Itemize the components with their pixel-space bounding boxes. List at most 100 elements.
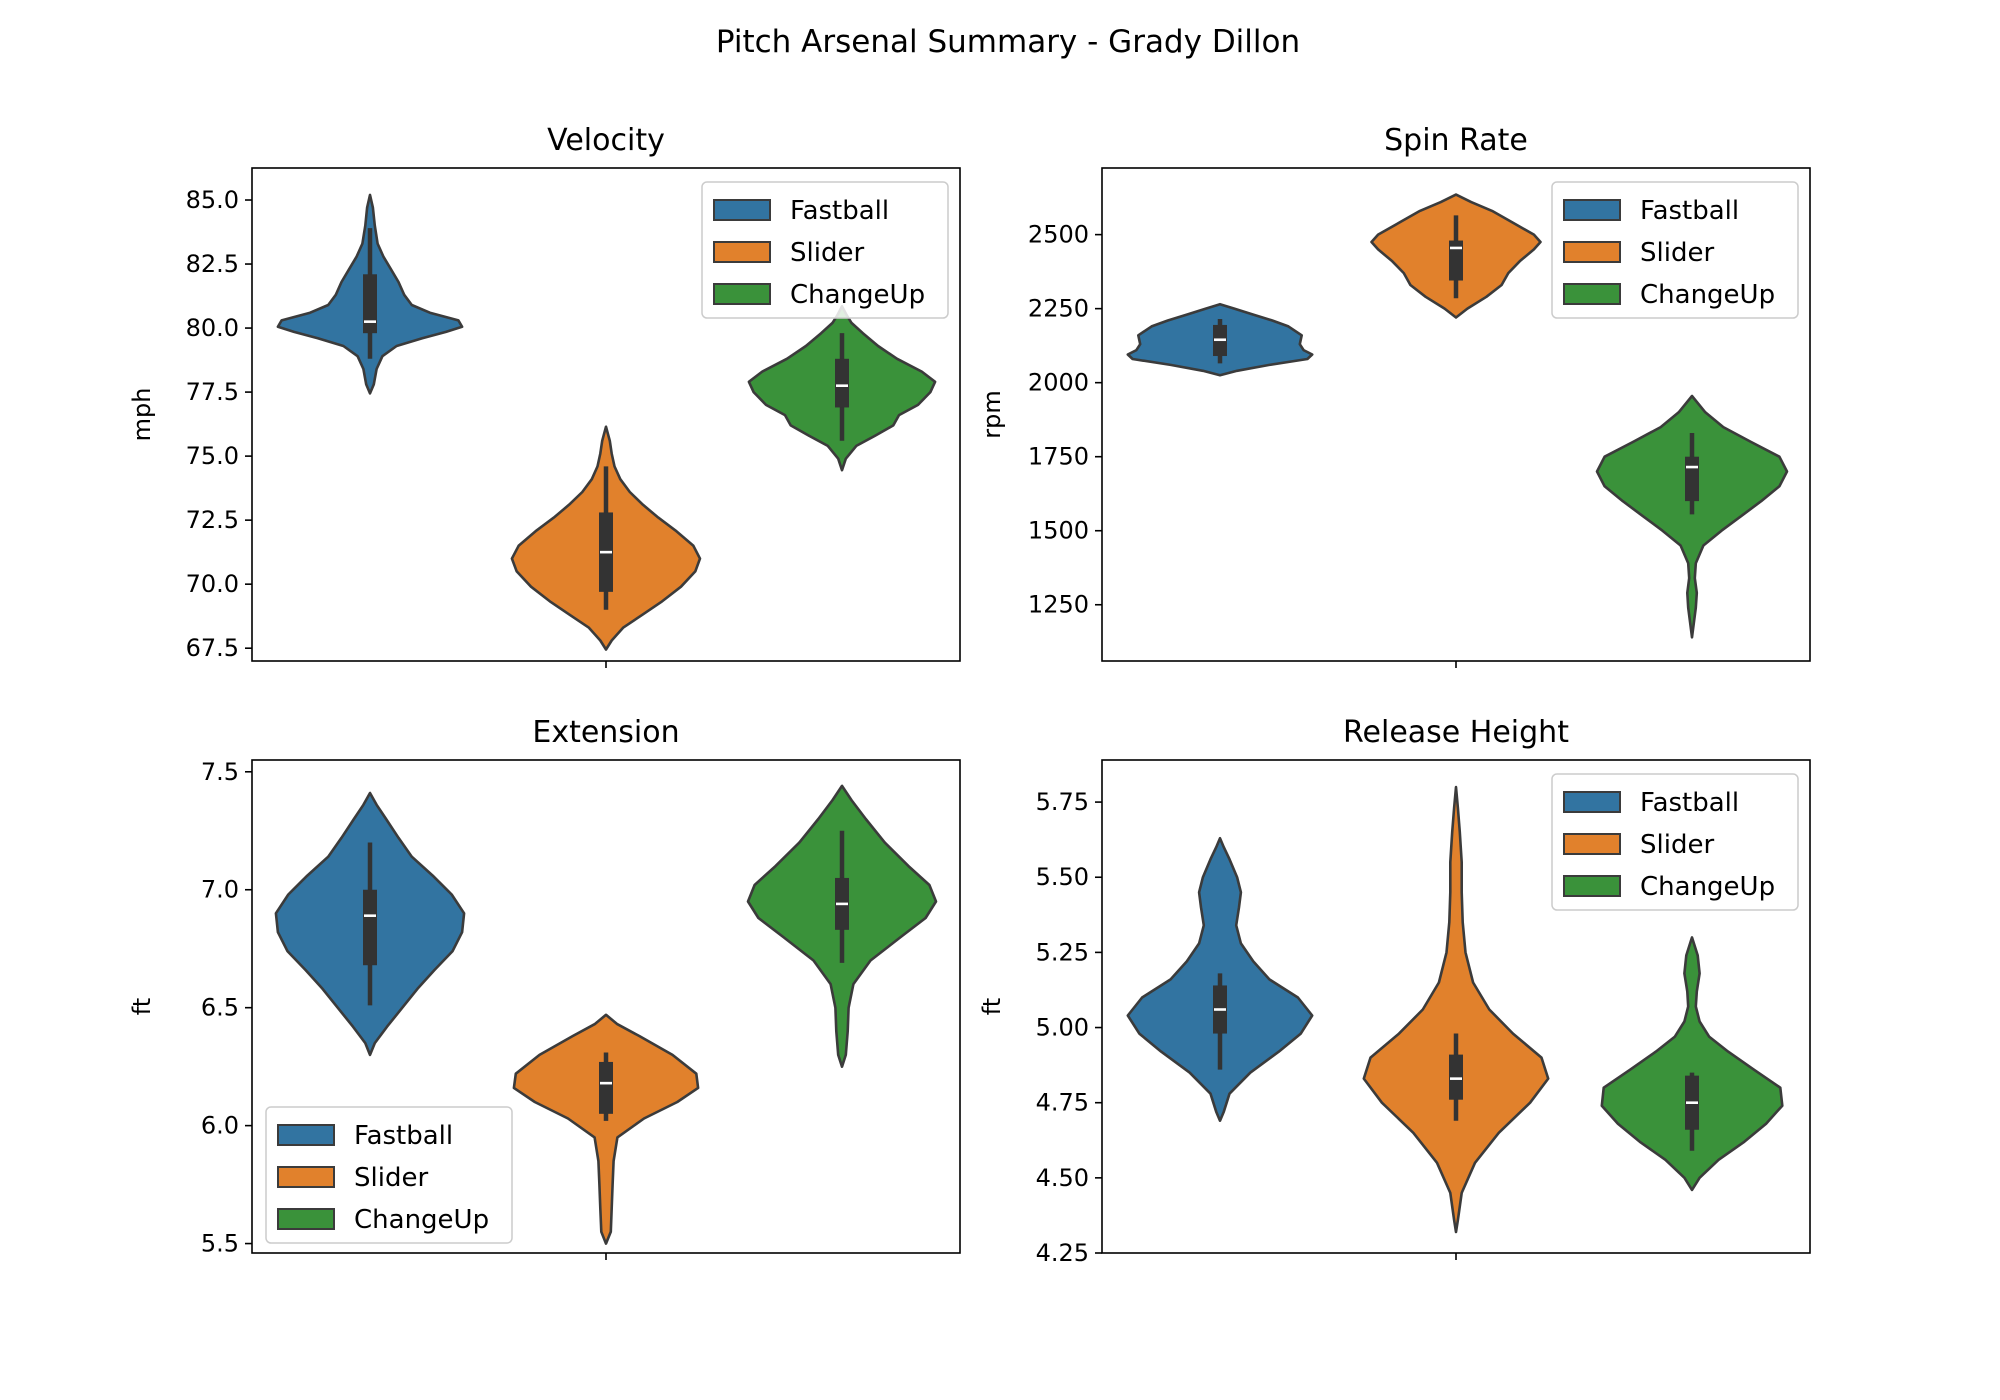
violin-body [512, 1013, 700, 1245]
y-tick-label: 2250 [1028, 295, 1089, 323]
y-tick-label: 5.5 [201, 1230, 239, 1258]
legend-swatch [713, 199, 771, 221]
legend-label: Slider [1640, 238, 1714, 268]
legend-item-slider: Slider [713, 238, 864, 268]
legend-label: Fastball [790, 196, 889, 226]
legend-item-fastball: Fastball [713, 196, 889, 226]
legend-swatch [1563, 875, 1621, 897]
y-tick-label: 77.5 [186, 378, 239, 406]
violin-body [1595, 394, 1789, 639]
y-tick-label: 5.75 [1036, 788, 1089, 816]
y-tick-label: 1250 [1028, 591, 1089, 619]
y-tick-label: 7.5 [201, 758, 239, 786]
y-axis-label: ft [978, 998, 1006, 1015]
y-tick-label: 5.50 [1036, 863, 1089, 891]
subplot-spin-rate: Spin Rate rpm 1250 1500 1750 2000 2250 2500 Fast… [978, 123, 1811, 668]
violin-changeup [746, 784, 938, 1068]
y-tick-label: 4.25 [1036, 1239, 1089, 1267]
legend-item-changeup: ChangeUp [277, 1205, 489, 1235]
y-tick-label: 82.5 [186, 250, 239, 278]
iqr-box [1685, 456, 1699, 502]
legend-swatch [277, 1166, 335, 1188]
legend-swatch [1563, 199, 1621, 221]
legend-item-slider: Slider [277, 1163, 428, 1193]
iqr-box [835, 358, 849, 408]
iqr-box [1449, 1054, 1463, 1100]
subplot-extension: Extension ft 5.5 6.0 6.5 7.0 7.5 Fastball Slider… [128, 715, 961, 1260]
y-axis-label: ft [128, 998, 156, 1015]
y-tick-label: 5.25 [1036, 938, 1089, 966]
iqr-box [363, 889, 377, 966]
violin-slider [512, 1013, 700, 1245]
legend-swatch [277, 1124, 335, 1146]
y-tick-label: 2000 [1028, 369, 1089, 397]
y-tick-label: 67.5 [186, 634, 239, 662]
y-tick-label: 6.0 [201, 1112, 239, 1140]
legend-item-changeup: ChangeUp [1563, 872, 1775, 902]
subplot-release-height: Release Height ft 4.25 4.50 4.75 5.00 5.25 5.50… [978, 715, 1811, 1267]
y-tick-label: 70.0 [186, 570, 239, 598]
legend-item-fastball: Fastball [1563, 788, 1739, 818]
y-tick-label: 85.0 [186, 186, 239, 214]
y-axis-label: rpm [978, 390, 1006, 438]
legend-swatch [277, 1208, 335, 1230]
violin-slider [1370, 193, 1542, 319]
legend-item-changeup: ChangeUp [1563, 280, 1775, 310]
subplot-title: Spin Rate [1384, 123, 1528, 158]
violin-fastball [276, 193, 464, 395]
violin-fastball [274, 791, 466, 1057]
legend-swatch [1563, 791, 1621, 813]
y-tick-label: 4.50 [1036, 1164, 1089, 1192]
y-tick-label: 5.00 [1036, 1014, 1089, 1042]
y-tick-label: 75.0 [186, 442, 239, 470]
legend-label: ChangeUp [1640, 280, 1775, 310]
subplot-title: Extension [532, 715, 679, 750]
legend-item-changeup: ChangeUp [713, 280, 925, 310]
axes-frame [1101, 167, 1811, 662]
axes-frame [1101, 759, 1811, 1254]
y-tick-label: 1750 [1028, 443, 1089, 471]
violin-changeup [1600, 936, 1784, 1192]
legend: Fastball Slider ChangeUp [1551, 773, 1799, 911]
legend-swatch [1563, 283, 1621, 305]
legend-label: Slider [790, 238, 864, 268]
axes-frame [251, 167, 961, 662]
y-tick-label: 7.0 [201, 876, 239, 904]
subplot-grid: Velocity mph 67.5 70.0 72.5 75.0 77.5 80.0 82.5 8… [128, 123, 1811, 1267]
figure-title: Pitch Arsenal Summary - Grady Dillon [716, 24, 1300, 60]
iqr-box [363, 274, 377, 334]
violin-changeup [1595, 394, 1789, 639]
subplot-title: Release Height [1343, 715, 1569, 750]
legend-swatch [713, 283, 771, 305]
legend-label: Fastball [1640, 196, 1739, 226]
legend-label: ChangeUp [790, 280, 925, 310]
iqr-box [1449, 240, 1463, 281]
violin-fastball [1126, 302, 1314, 377]
violin-slider [510, 425, 702, 651]
legend: Fastball Slider ChangeUp [265, 1106, 513, 1244]
y-tick-label: 72.5 [186, 506, 239, 534]
legend-label: Slider [354, 1163, 428, 1193]
violin-slider [1362, 785, 1550, 1234]
subplot-title: Velocity [547, 123, 665, 158]
y-axis-label: mph [128, 388, 156, 442]
y-tick-label: 80.0 [186, 314, 239, 342]
axes-frame [251, 759, 961, 1254]
legend-item-fastball: Fastball [277, 1121, 453, 1151]
legend-swatch [1563, 241, 1621, 263]
legend: Fastball Slider ChangeUp [701, 181, 949, 319]
violin-body [1362, 785, 1550, 1234]
legend-label: ChangeUp [1640, 872, 1775, 902]
legend: Fastball Slider ChangeUp [1551, 181, 1799, 319]
y-tick-label: 4.75 [1036, 1089, 1089, 1117]
legend-item-slider: Slider [1563, 830, 1714, 860]
y-tick-label: 1500 [1028, 517, 1089, 545]
legend-label: ChangeUp [354, 1205, 489, 1235]
y-tick-label: 6.5 [201, 994, 239, 1022]
violin-body [1600, 936, 1784, 1192]
legend-swatch [1563, 833, 1621, 855]
iqr-box [599, 1061, 613, 1114]
legend-item-fastball: Fastball [1563, 196, 1739, 226]
legend-item-slider: Slider [1563, 238, 1714, 268]
